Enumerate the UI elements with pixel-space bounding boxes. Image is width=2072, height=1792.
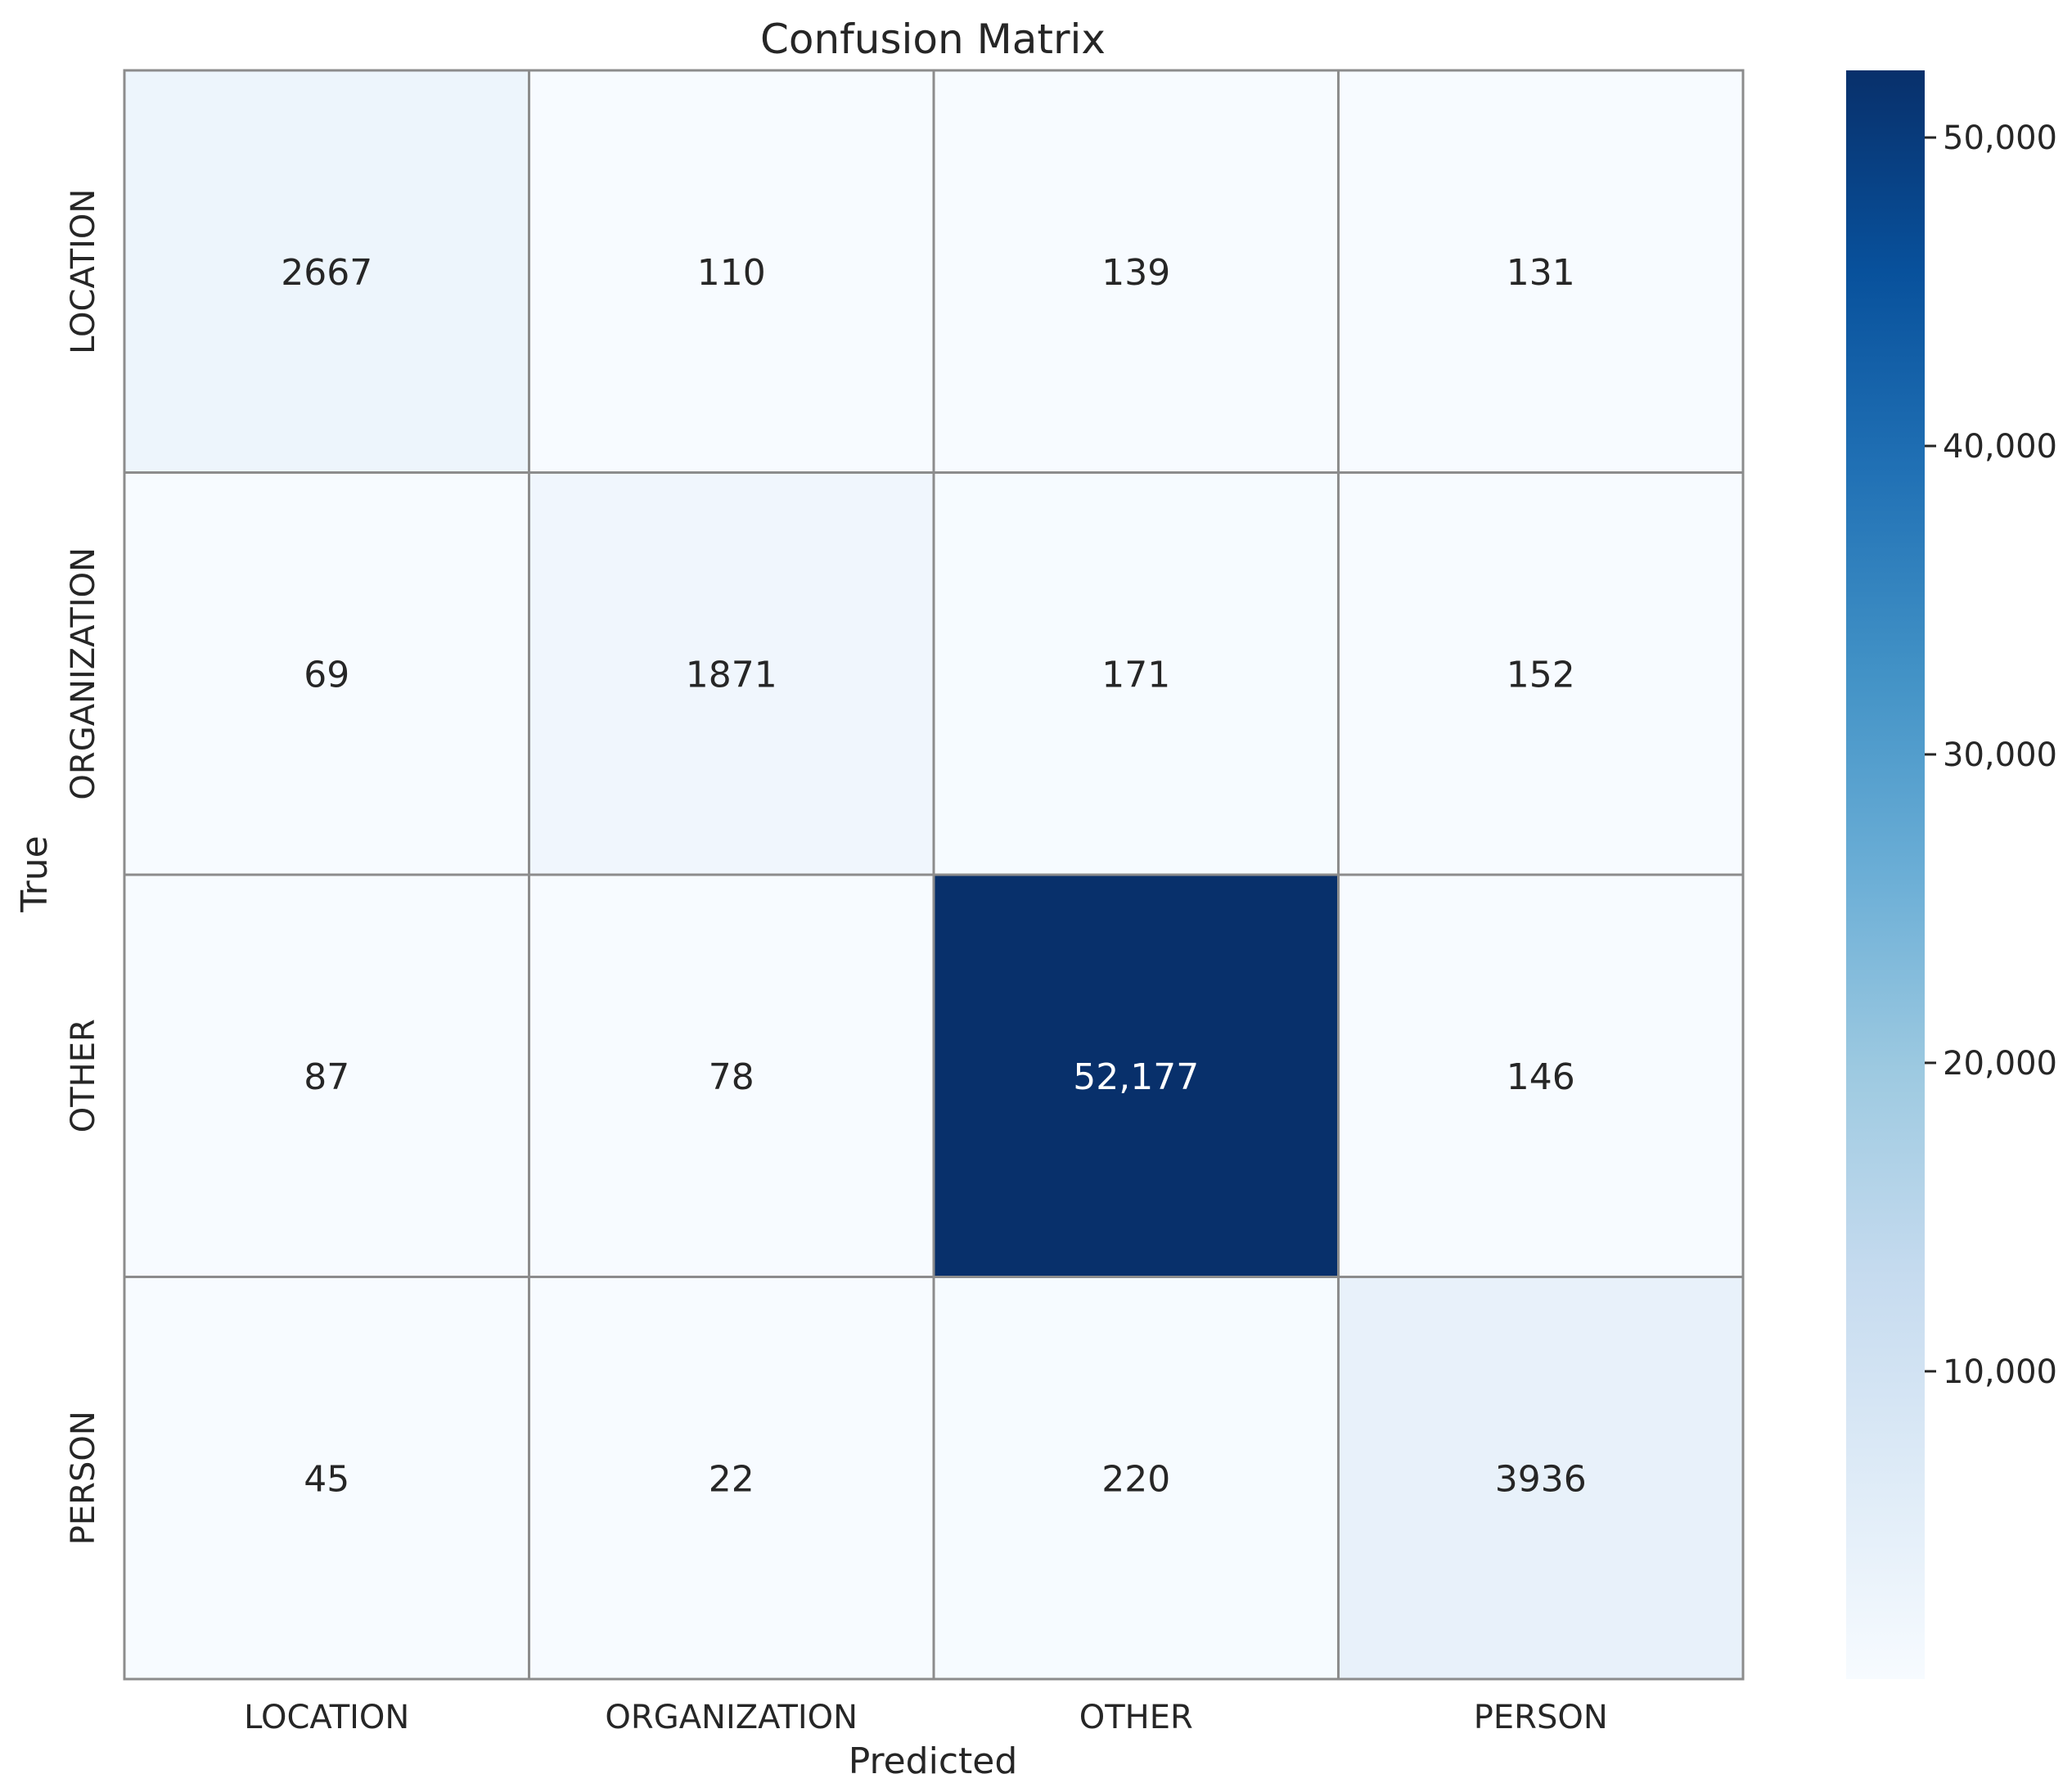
heatmap-cell-r3-c3 — [1337, 1276, 1745, 1681]
x-tick-label: LOCATION — [244, 1699, 409, 1736]
heatmap-cell-r0-c1 — [528, 69, 935, 474]
heatmap-cell-r3-c2 — [932, 1276, 1340, 1681]
colorbar — [1846, 70, 1925, 1679]
heatmap-cell-r1-c2 — [932, 471, 1340, 876]
cell-value-label: 139 — [1101, 252, 1170, 294]
y-tick-labels: LOCATION ORGANIZATION OTHER PERSON — [65, 189, 102, 1546]
colorbar-tick-label: 40,000 — [1943, 428, 2057, 466]
y-axis-label: True — [14, 835, 56, 912]
chart-title: Confusion Matrix — [760, 16, 1106, 63]
heatmap-cell-r0-c2 — [932, 69, 1340, 474]
colorbar-tick-label: 30,000 — [1943, 736, 2057, 774]
heatmap-cells — [123, 69, 1745, 1681]
cell-value-label: 87 — [304, 1056, 349, 1098]
x-tick-labels: LOCATION ORGANIZATION OTHER PERSON — [244, 1699, 1608, 1736]
heatmap-cell-r3-c1 — [528, 1276, 935, 1681]
y-tick-label: PERSON — [65, 1411, 102, 1545]
colorbar-ticks: 10,000 20,000 30,000 40,000 50,000 — [1925, 119, 2057, 1391]
cell-value-label: 69 — [304, 654, 349, 696]
cell-value-label: 220 — [1101, 1458, 1170, 1500]
colorbar-tick-label: 10,000 — [1943, 1353, 2057, 1391]
cell-value-label: 171 — [1101, 654, 1170, 696]
y-tick-label: ORGANIZATION — [65, 547, 102, 800]
x-tick-label: OTHER — [1079, 1699, 1193, 1736]
cell-value-label: 152 — [1507, 654, 1575, 696]
cell-value-label: 45 — [304, 1458, 349, 1500]
heatmap-cell-r1-c3 — [1337, 471, 1745, 876]
cell-value-label: 22 — [709, 1458, 754, 1500]
y-tick-label: LOCATION — [65, 189, 102, 354]
cell-value-label: 52,177 — [1073, 1056, 1199, 1098]
heatmap-cell-r1-c1 — [528, 471, 935, 876]
heatmap-cell-r2-c3 — [1337, 873, 1745, 1278]
cell-value-label: 2667 — [281, 252, 372, 294]
cell-value-label: 110 — [697, 252, 766, 294]
heatmap-cell-r3-c0 — [123, 1276, 530, 1681]
cell-value-label: 131 — [1507, 252, 1575, 294]
cell-value-label: 1871 — [686, 654, 777, 696]
x-tick-label: ORGANIZATION — [605, 1699, 858, 1736]
heatmap-cell-r0-c3 — [1337, 69, 1745, 474]
x-tick-label: PERSON — [1474, 1699, 1608, 1736]
x-axis-label: Predicted — [849, 1740, 1018, 1782]
heatmap-cell-r2-c1 — [528, 873, 935, 1278]
cell-value-label: 3936 — [1495, 1458, 1587, 1500]
cell-value-label: 78 — [709, 1056, 754, 1098]
colorbar-tick-label: 50,000 — [1943, 119, 2057, 157]
heatmap-cell-labels: 2667 110 139 131 69 1871 171 152 87 78 52,177 146 45… — [281, 252, 1586, 1501]
colorbar-tick-label: 20,000 — [1943, 1045, 2057, 1083]
heatmap-cell-r1-c0 — [123, 471, 530, 876]
y-tick-label: OTHER — [65, 1019, 102, 1132]
cell-value-label: 146 — [1507, 1056, 1575, 1098]
heatmap-cell-r0-c0 — [123, 69, 530, 474]
